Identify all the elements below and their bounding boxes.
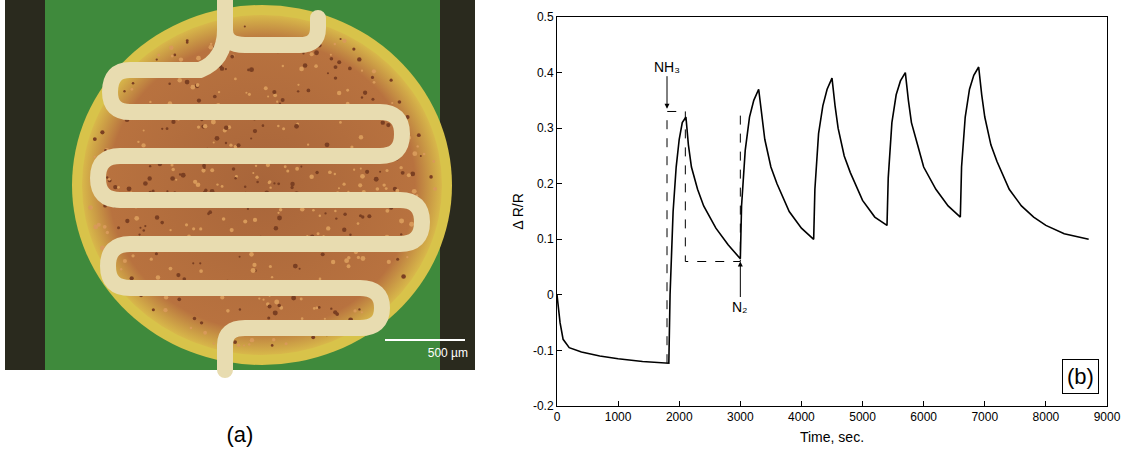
svg-text:4000: 4000 xyxy=(788,410,815,424)
svg-text:2000: 2000 xyxy=(666,410,693,424)
svg-text:0.1: 0.1 xyxy=(537,232,554,246)
svg-text:8000: 8000 xyxy=(1033,410,1060,424)
svg-text:6000: 6000 xyxy=(910,410,937,424)
svg-text:3000: 3000 xyxy=(727,410,754,424)
svg-text:0: 0 xyxy=(547,288,554,302)
svg-text:0.4: 0.4 xyxy=(537,66,554,80)
svg-text:1000: 1000 xyxy=(605,410,632,424)
svg-text:-0.1: -0.1 xyxy=(533,344,554,358)
svg-text:-0.2: -0.2 xyxy=(533,399,554,413)
svg-text:N₂: N₂ xyxy=(732,299,748,315)
svg-text:Δ R/R: Δ R/R xyxy=(510,193,526,230)
svg-text:0.3: 0.3 xyxy=(537,121,554,135)
svg-text:(a): (a) xyxy=(227,422,254,447)
svg-text:(b): (b) xyxy=(1067,364,1094,389)
svg-text:500 µm: 500 µm xyxy=(428,346,468,360)
svg-text:5000: 5000 xyxy=(849,410,876,424)
svg-text:0.5: 0.5 xyxy=(537,10,554,24)
svg-text:NH₃: NH₃ xyxy=(654,59,680,75)
svg-text:Time, sec.: Time, sec. xyxy=(800,429,864,445)
svg-text:0.2: 0.2 xyxy=(537,177,554,191)
svg-text:7000: 7000 xyxy=(971,410,998,424)
svg-text:0: 0 xyxy=(554,410,561,424)
svg-text:9000: 9000 xyxy=(1094,410,1121,424)
